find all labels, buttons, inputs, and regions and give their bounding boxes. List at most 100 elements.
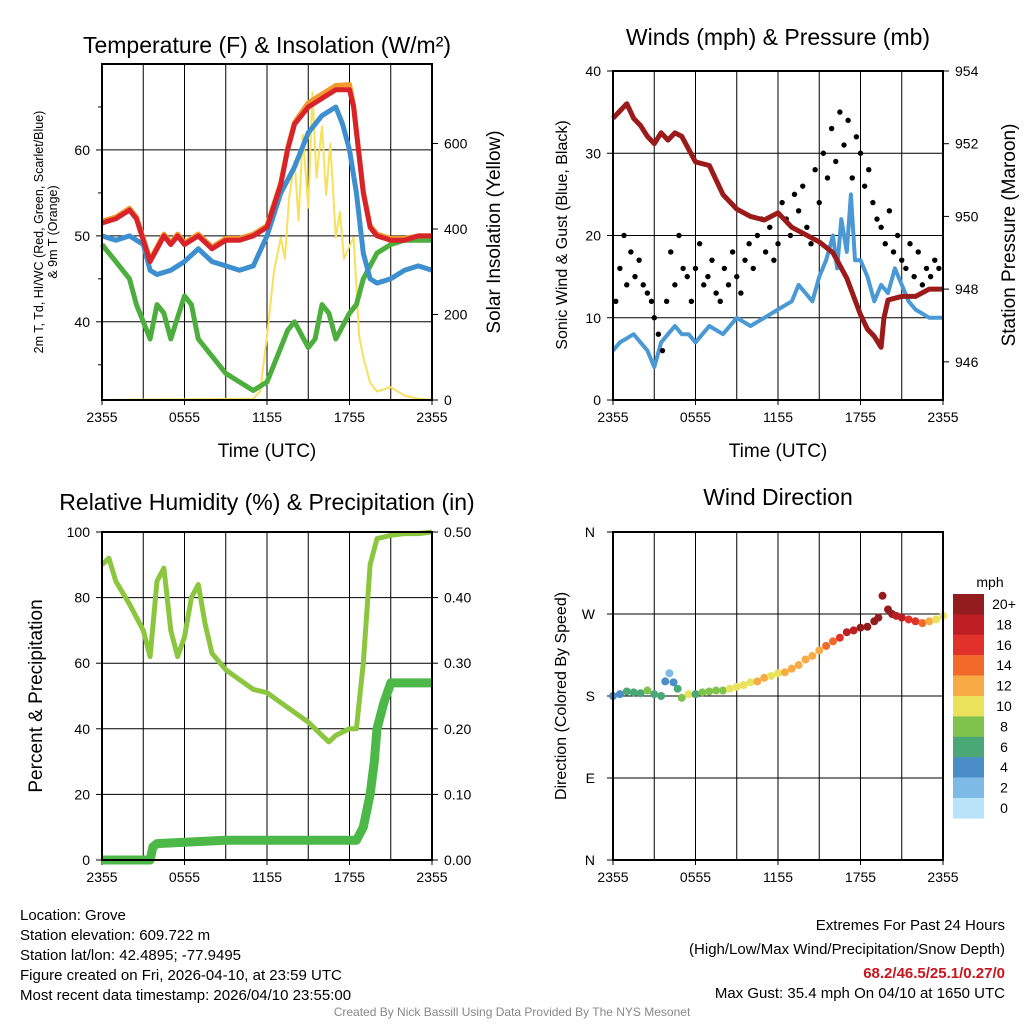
plot-frame — [101, 531, 433, 861]
direction-point — [753, 677, 762, 686]
gust-point — [767, 224, 773, 230]
direction-point — [849, 626, 858, 635]
gust-point — [886, 208, 893, 214]
colorbar-title: mph — [976, 574, 1003, 590]
gust-point — [787, 232, 794, 239]
direction-point — [801, 655, 810, 664]
chart-title: Temperature (F) & Insolation (W/m²) — [83, 32, 451, 58]
gust-point — [791, 191, 798, 198]
panel-1: Temperature (F) & Insolation (W/m²)2355 0… — [74, 32, 505, 462]
gust-point — [701, 282, 707, 288]
gust-point — [659, 347, 666, 354]
series-heat-index-wind-chill — [101, 104, 433, 286]
gust-point — [874, 216, 880, 222]
direction-point — [732, 682, 741, 691]
gust-point — [911, 273, 917, 280]
x-tick-label: 2355 — [927, 869, 958, 885]
x-tick-label: 1155 — [763, 869, 793, 885]
direction-point — [932, 615, 941, 624]
y-tick-label: 20 — [585, 228, 601, 244]
direction-point — [863, 622, 872, 631]
gust-point — [651, 315, 657, 321]
gust-point — [841, 142, 847, 148]
direction-point — [615, 690, 624, 699]
y-tick-label: W — [582, 606, 596, 622]
gust-point — [663, 298, 670, 304]
gust-point — [750, 265, 756, 272]
chart-title: Winds (mph) & Pressure (mb) — [626, 24, 930, 50]
y-axis-label: Direction (Colored By Speed) — [553, 592, 570, 800]
gust-point — [923, 265, 930, 272]
direction-point — [665, 669, 674, 678]
x-tick-label: 1155 — [252, 409, 282, 425]
gust-point — [676, 232, 682, 239]
gust-point — [721, 265, 728, 272]
direction-point — [774, 669, 782, 678]
colorbar-swatch — [953, 716, 984, 737]
gust-point — [919, 282, 926, 288]
gust-point — [680, 265, 686, 272]
direction-point — [904, 615, 913, 624]
direction-point — [835, 633, 844, 642]
y-tick-label: N — [585, 524, 595, 540]
y2-tick-label: 0.40 — [444, 590, 471, 606]
colorbar-label: 20+ — [992, 596, 1016, 612]
direction-point — [897, 613, 906, 622]
x-tick-label: 1155 — [763, 409, 793, 425]
direction-point — [739, 681, 748, 690]
chart-title: Relative Humidity (%) & Precipitation (i… — [59, 489, 474, 515]
direction-point — [677, 693, 686, 702]
y2-tick-label: 950 — [955, 208, 979, 224]
gust-point — [853, 134, 860, 140]
y-tick-label: 30 — [585, 145, 601, 161]
y-tick-label: 80 — [74, 590, 90, 606]
direction-point — [643, 686, 652, 695]
direction-point — [684, 690, 693, 699]
gust-point — [613, 298, 619, 304]
colorbar-label: 16 — [996, 637, 1012, 653]
gust-point — [837, 109, 843, 115]
gust-point — [734, 273, 740, 280]
gust-point — [932, 257, 938, 263]
direction-point — [760, 673, 769, 682]
y2-tick-label: 946 — [955, 354, 979, 370]
x-tick-label: 2355 — [416, 869, 447, 885]
direction-point — [712, 686, 721, 695]
gust-point — [936, 265, 942, 272]
gust-point — [632, 273, 638, 280]
colorbar-label: 6 — [1000, 739, 1008, 755]
gust-point — [762, 249, 769, 255]
gust-point — [725, 282, 732, 288]
series-relative-humidity — [100, 529, 433, 745]
direction-point — [725, 684, 734, 693]
gust-point — [915, 249, 921, 255]
y-tick-label: 10 — [585, 310, 601, 326]
y2-tick-label: 948 — [955, 281, 979, 297]
direction-point — [669, 678, 678, 687]
direction-point — [767, 671, 776, 680]
y-tick-label: 0 — [593, 392, 601, 408]
plot-frame — [101, 63, 433, 401]
gust-point — [800, 183, 806, 189]
direction-point — [746, 678, 755, 687]
gust-point — [779, 199, 785, 206]
gust-point — [927, 273, 934, 280]
direction-point — [815, 646, 824, 655]
direction-point — [829, 637, 837, 646]
gust-point — [754, 232, 761, 239]
location: Location: Grove — [20, 907, 126, 924]
elevation: Station elevation: 609.722 m — [20, 927, 211, 944]
colorbar-label: 4 — [1000, 759, 1008, 775]
colorbar-swatch — [953, 736, 984, 758]
x-tick-label: 1755 — [845, 869, 876, 885]
direction-point — [911, 617, 920, 626]
y2-tick-label: 600 — [444, 136, 468, 152]
y2-tick-label: 0.50 — [444, 524, 471, 540]
direction-point — [787, 664, 796, 673]
direction-point — [698, 688, 707, 697]
gust-point — [795, 208, 802, 214]
gust-point — [804, 224, 810, 230]
y-axis-label: Percent & Precipitation — [26, 599, 47, 792]
gust-point — [621, 232, 627, 239]
direction-point — [874, 613, 883, 622]
